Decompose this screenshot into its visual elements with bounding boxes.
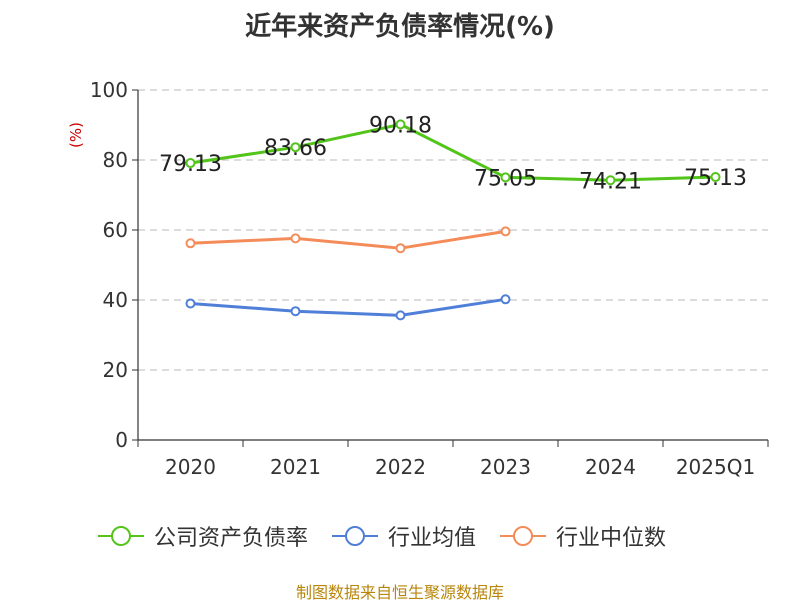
legend-item-industry-median[interactable]: 行业中位数: [498, 520, 666, 552]
series-line: [190, 229, 506, 250]
data-point: [500, 172, 511, 183]
data-point: [500, 294, 511, 305]
legend: 公司资产负债率 行业均值 行业中位数: [96, 520, 688, 552]
x-tick-label: 2020: [165, 455, 216, 479]
data-point: [185, 158, 196, 169]
y-tick-label: 40: [103, 288, 128, 312]
legend-label-company: 公司资产负债率: [154, 526, 309, 551]
y-tick-label: 60: [103, 218, 128, 242]
series-line: [190, 297, 506, 317]
series-line: [190, 122, 716, 182]
chart-title: 近年来资产负债率情况(%): [245, 12, 555, 42]
data-point: [500, 226, 511, 237]
data-label: 75.05: [474, 166, 537, 191]
data-point: [395, 243, 406, 254]
legend-marker-industry-median: [500, 526, 547, 546]
x-tick-label: 2023: [480, 455, 531, 479]
data-label: 79.13: [159, 152, 222, 177]
data-point: [395, 119, 406, 130]
data-point: [290, 142, 301, 153]
data-label: 74.21: [579, 169, 642, 194]
y-tick-label: 80: [103, 148, 128, 172]
data-point: [290, 306, 301, 317]
legend-marker-industry-mean: [332, 526, 379, 546]
y-tick-label: 100: [90, 78, 128, 102]
legend-marker-company: [98, 526, 144, 546]
legend-item-industry-mean[interactable]: 行业均值: [330, 520, 476, 552]
data-point: [185, 298, 196, 309]
y-tick-label: 0: [115, 428, 128, 452]
data-point: [185, 238, 196, 249]
x-tick-label: 2024: [585, 455, 636, 479]
data-point: [710, 172, 721, 183]
data-point: [605, 175, 616, 186]
legend-label-industry-mean: 行业均值: [388, 526, 477, 551]
x-tick-label: 2021: [270, 455, 321, 479]
data-point: [290, 233, 301, 244]
legend-item-company[interactable]: 公司资产负债率: [96, 520, 308, 552]
data-source-note: 制图数据来自恒生聚源数据库: [295, 583, 504, 602]
y-tick-label: 20: [103, 358, 128, 382]
x-tick-label: 2025Q1: [676, 455, 755, 479]
legend-label-industry-median: 行业中位数: [556, 526, 667, 551]
data-label: 83.66: [264, 136, 327, 161]
x-tick-label: 2022: [375, 455, 426, 479]
data-point: [395, 310, 406, 321]
data-label: 90.18: [369, 113, 432, 138]
line-chart: 0 20 40 60 80 100 2020 2021 2022 2023 2024 2025Q1 79…: [90, 78, 769, 479]
data-label: 75.13: [684, 166, 747, 191]
